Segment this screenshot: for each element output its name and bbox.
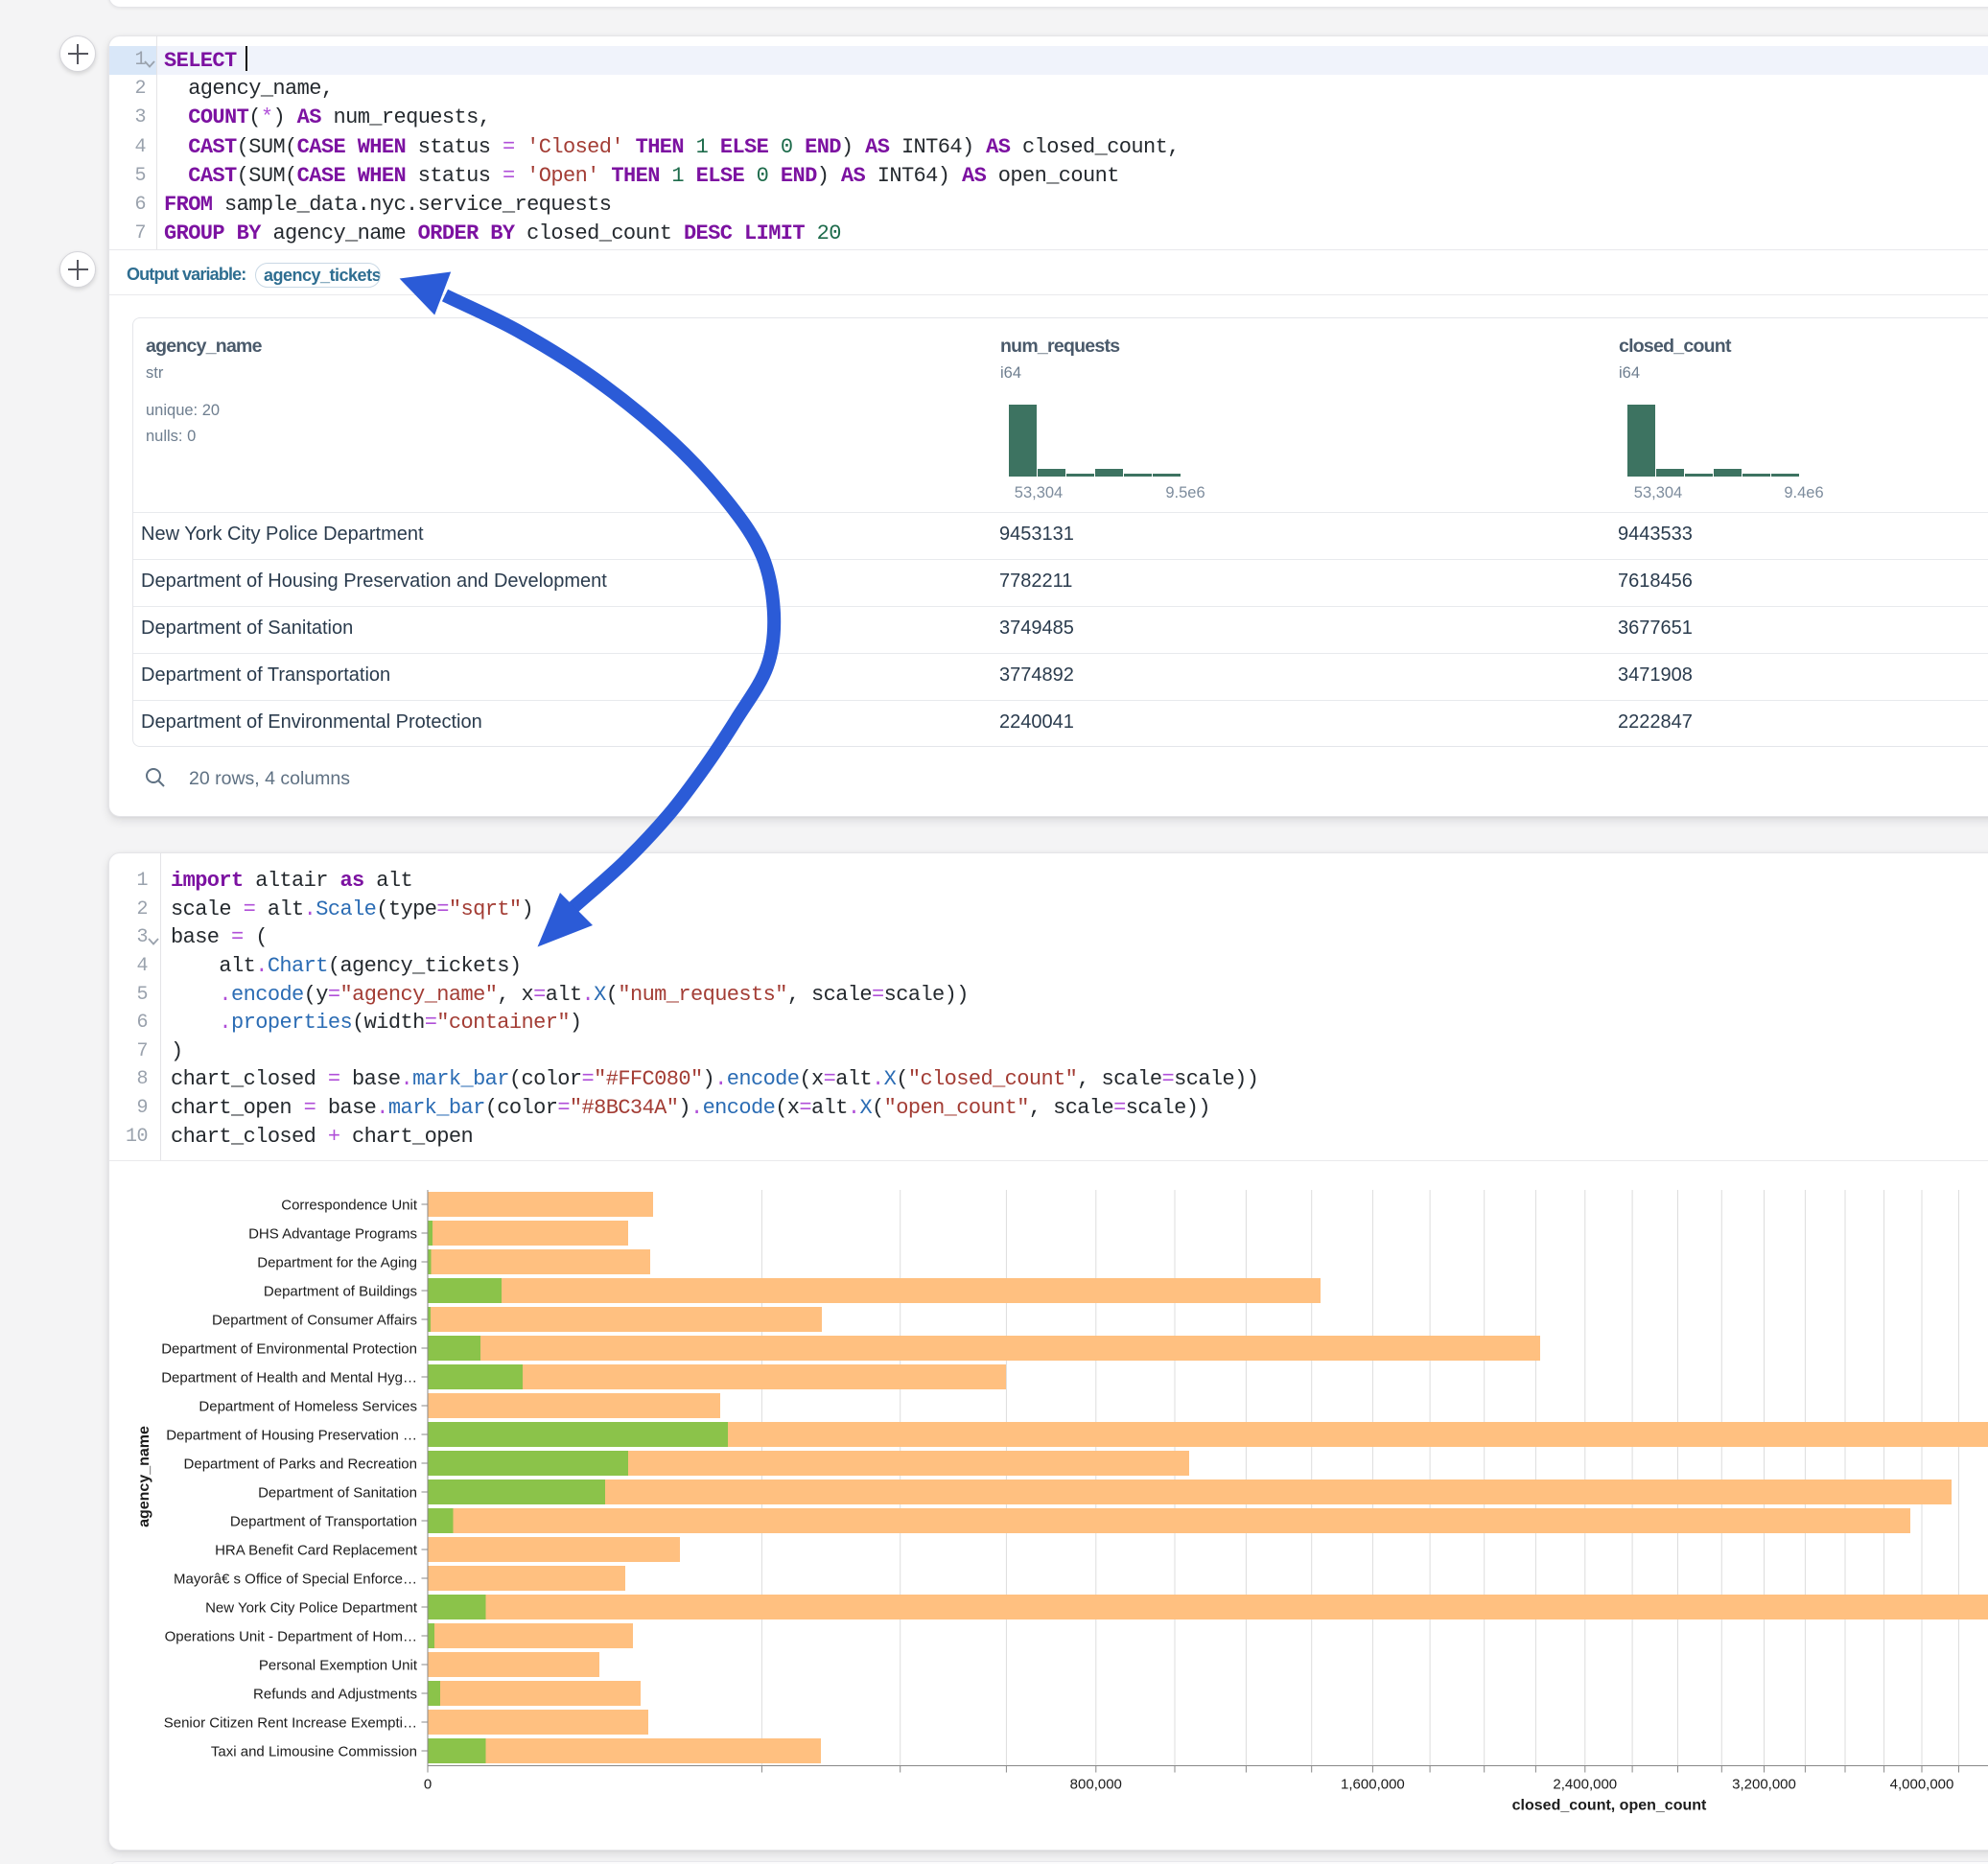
svg-text:Department of Health and Menta: Department of Health and Mental Hyg… <box>161 1370 417 1386</box>
svg-text:Refunds and Adjustments: Refunds and Adjustments <box>253 1687 417 1703</box>
svg-text:HRA Benefit Card Replacement: HRA Benefit Card Replacement <box>215 1543 418 1559</box>
svg-text:4,000,000: 4,000,000 <box>1890 1777 1954 1793</box>
svg-text:2,400,000: 2,400,000 <box>1553 1777 1617 1793</box>
svg-text:New York City Police Departmen: New York City Police Department <box>205 1600 418 1617</box>
svg-text:Department of Buildings: Department of Buildings <box>264 1284 417 1300</box>
svg-text:closed_count, open_count: closed_count, open_count <box>1512 1798 1707 1814</box>
svg-text:1,600,000: 1,600,000 <box>1341 1777 1405 1793</box>
svg-text:0: 0 <box>424 1777 432 1793</box>
svg-text:800,000: 800,000 <box>1070 1777 1122 1793</box>
svg-text:Taxi and Limousine Commission: Taxi and Limousine Commission <box>211 1744 417 1760</box>
svg-text:Mayorâ€ s Office of Special En: Mayorâ€ s Office of Special Enforce… <box>174 1572 417 1588</box>
svg-text:Senior Citizen Rent Increase E: Senior Citizen Rent Increase Exempti… <box>164 1715 417 1732</box>
svg-text:3,200,000: 3,200,000 <box>1732 1777 1796 1793</box>
svg-text:Department of Parks and Recrea: Department of Parks and Recreation <box>184 1456 417 1473</box>
svg-text:Operations Unit - Department o: Operations Unit - Department of Hom… <box>165 1629 417 1645</box>
svg-text:Department of Housing Preserva: Department of Housing Preservation … <box>166 1428 417 1444</box>
svg-text:Personal Exemption Unit: Personal Exemption Unit <box>259 1658 418 1674</box>
svg-text:Department of Homeless Service: Department of Homeless Services <box>199 1399 417 1415</box>
svg-text:Correspondence Unit: Correspondence Unit <box>281 1198 418 1214</box>
svg-text:Department of Consumer Affairs: Department of Consumer Affairs <box>212 1313 417 1329</box>
svg-text:Department of Environmental Pr: Department of Environmental Protection <box>161 1341 417 1358</box>
svg-text:Department for the Aging: Department for the Aging <box>257 1255 417 1271</box>
svg-text:Department of Sanitation: Department of Sanitation <box>258 1485 417 1502</box>
svg-text:Department of Transportation: Department of Transportation <box>230 1514 417 1530</box>
svg-text:agency_name: agency_name <box>136 1426 152 1527</box>
svg-text:DHS Advantage Programs: DHS Advantage Programs <box>248 1226 417 1243</box>
